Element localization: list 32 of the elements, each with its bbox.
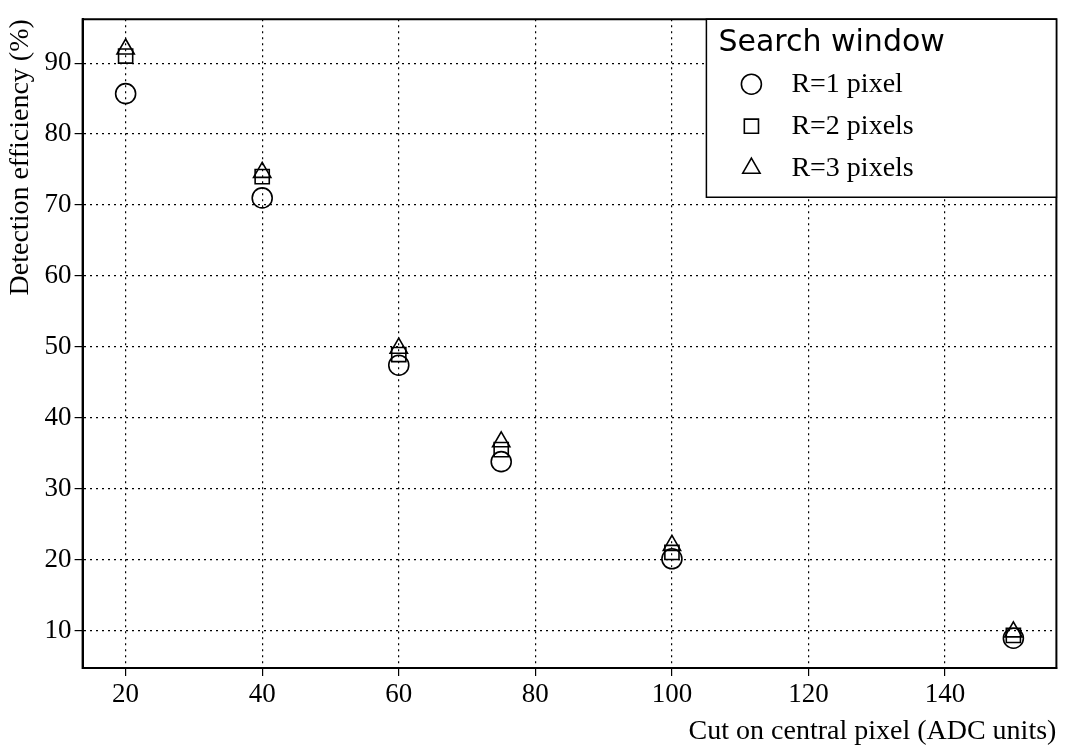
point (493, 441, 510, 458)
y-tick-label: 50 (44, 329, 72, 360)
point (114, 82, 137, 105)
x-axis-title: Cut on central pixel (ADC units) (688, 713, 1057, 745)
x-tick-label: 120 (788, 678, 829, 709)
point (1002, 627, 1025, 650)
point (387, 354, 410, 377)
x-tick-label: 60 (385, 678, 413, 709)
point (390, 346, 407, 363)
y-tick-label: 60 (44, 258, 72, 289)
point (661, 548, 683, 570)
x-tick-label: 40 (248, 678, 276, 709)
x-tick-label: 80 (521, 678, 549, 709)
y-tick-label: 90 (44, 46, 72, 77)
x-tick-label: 100 (651, 678, 693, 709)
legend-label: R=1 pixel (791, 66, 904, 98)
legend-label: R=3 pixels (791, 150, 914, 182)
point (117, 48, 134, 64)
y-tick-label: 10 (44, 613, 72, 644)
y-axis-title: Detection efficiency (%) (3, 19, 35, 296)
y-tick-label: 80 (44, 117, 72, 148)
point (254, 168, 271, 185)
point (490, 450, 513, 473)
x-tick-label: 20 (112, 678, 140, 709)
y-tick-label: 20 (44, 542, 72, 573)
y-tick-label: 30 (44, 471, 72, 502)
x-tick-label: 140 (924, 678, 966, 709)
y-tick-label: 40 (44, 400, 72, 431)
legend-title: Search window (718, 23, 945, 58)
legend-label: R=2 pixels (791, 108, 914, 140)
y-tick-label: 70 (44, 188, 72, 219)
point (251, 187, 273, 209)
